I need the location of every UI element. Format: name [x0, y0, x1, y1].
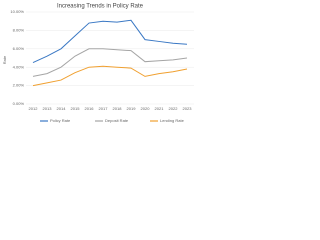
x-tick-label: 2020 [141, 106, 151, 111]
chart-title: Increasing Trends in Policy Rate [57, 4, 144, 10]
y-axis-label: Rate [2, 55, 7, 64]
legend-label: Policy Rate [50, 118, 71, 123]
line [32, 19, 188, 64]
x-tick-label: 2018 [113, 106, 123, 111]
y-tick-label: 6.00% [13, 46, 25, 51]
line [32, 48, 188, 77]
chart: Increasing Trends in Policy Rate Rate 0.… [2, 4, 194, 123]
x-tick-label: 2021 [155, 106, 165, 111]
y-tick-label: 8.00% [13, 27, 25, 32]
line [32, 65, 188, 87]
x-tick-label: 2012 [29, 106, 39, 111]
x-tick-label: 2019 [127, 106, 137, 111]
x-tick-label: 2014 [57, 106, 67, 111]
y-tick-label: 10.00% [10, 9, 24, 14]
y-tick-label: 0.00% [13, 101, 25, 106]
x-tick-label: 2015 [71, 106, 81, 111]
x-tick-label: 2022 [169, 106, 179, 111]
x-tick-label: 2023 [183, 106, 193, 111]
x-tick-label: 2016 [85, 106, 95, 111]
legend-label: Deposit Rate [105, 118, 129, 123]
y-tick-label: 4.00% [13, 64, 25, 69]
page: {"chart_data":{"type":"line","title":"In… [2, 3, 194, 124]
x-tick-label: 2017 [99, 106, 109, 111]
x-tick-label: 2013 [43, 106, 53, 111]
y-tick-label: 2.00% [13, 83, 25, 88]
legend-label: Lending Rate [160, 118, 185, 123]
